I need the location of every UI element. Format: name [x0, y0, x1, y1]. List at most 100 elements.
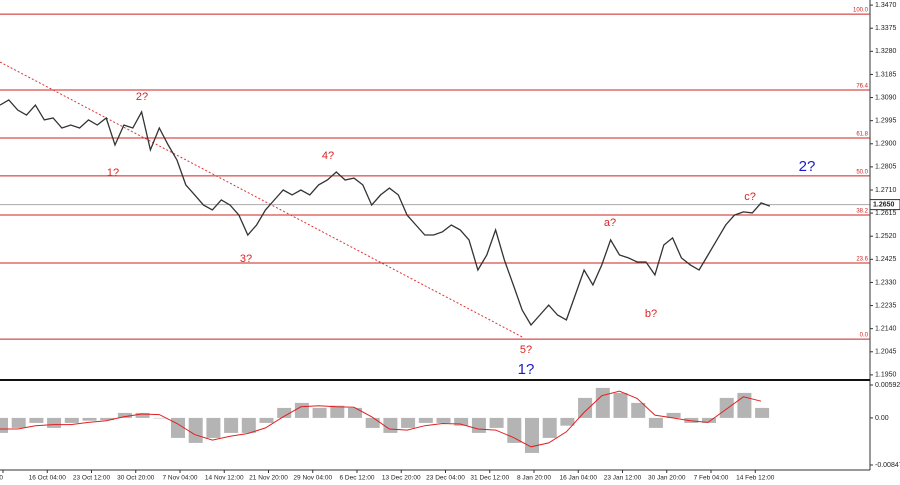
x-tick-label: 6 Dec 12:00 — [339, 475, 374, 482]
fib-label: 0.0 — [860, 333, 869, 339]
wave-label: c? — [744, 191, 756, 203]
osc-tick-label: 0.00592 — [875, 382, 900, 389]
x-tick-label: 23 Jan 12:00 — [604, 475, 642, 482]
x-tick-label: 16 Jan 04:00 — [559, 475, 597, 482]
y-tick-label: 1.3090 — [875, 94, 897, 101]
x-tick-label: 23 Oct 12:00 — [73, 475, 111, 482]
y-tick-label: 1.2995 — [875, 118, 897, 125]
y-tick-label: 1.2425 — [875, 256, 897, 263]
fib-label: 23.6 — [856, 257, 868, 263]
histogram-bar — [82, 417, 97, 421]
histogram-bar — [507, 417, 522, 443]
last-price-label: 1.2650 — [873, 201, 895, 208]
histogram-bar — [64, 417, 79, 423]
histogram-bar — [29, 417, 44, 423]
histogram-bar — [648, 417, 663, 428]
histogram-bar — [241, 417, 256, 433]
x-tick-label: 29 Nov 04:00 — [293, 475, 332, 482]
y-tick-label: 1.3375 — [875, 25, 897, 32]
y-tick-label: 1.2805 — [875, 164, 897, 171]
wave-label: 1? — [107, 167, 119, 179]
histogram-bar — [47, 417, 62, 428]
y-tick-label: 1.1950 — [875, 372, 897, 379]
histogram-bar — [117, 412, 132, 418]
fib-label: 61.8 — [856, 132, 868, 138]
histogram-bar — [135, 412, 150, 418]
histogram-bar — [348, 407, 362, 418]
y-tick-label: 1.2615 — [875, 210, 897, 217]
histogram-bar — [471, 417, 486, 433]
fib-label: 38.2 — [856, 209, 868, 215]
histogram-bar — [171, 417, 185, 438]
x-tick-label: 30 Oct 20:00 — [117, 475, 155, 482]
histogram-bar — [277, 407, 292, 418]
histogram-bar — [100, 417, 115, 421]
histogram-bar — [259, 417, 274, 423]
histogram-bar — [383, 417, 398, 433]
histogram-bar — [294, 402, 309, 418]
histogram-bar — [454, 417, 469, 426]
y-tick-label: 1.2235 — [875, 302, 897, 309]
histogram-bar — [418, 417, 433, 423]
histogram-bar — [719, 397, 734, 418]
histogram-bar — [312, 407, 327, 418]
x-tick-label: 7 Nov 04:00 — [162, 475, 197, 482]
wave-label: 2? — [799, 158, 816, 175]
x-tick-label: 23 Dec 04:00 — [426, 475, 465, 482]
x-tick-label: 00 — [0, 475, 3, 482]
x-tick-label: 30 Jan 20:00 — [648, 475, 686, 482]
histogram-bar — [631, 402, 646, 418]
x-tick-label: 16 Oct 04:00 — [29, 475, 67, 482]
x-tick-label: 21 Nov 20:00 — [249, 475, 288, 482]
y-tick-label: 1.3470 — [875, 2, 897, 9]
y-tick-label: 1.2900 — [875, 141, 897, 148]
y-tick-label: 1.2710 — [875, 187, 897, 194]
y-tick-label: 1.2045 — [875, 349, 897, 356]
y-tick-label: 1.2330 — [875, 279, 897, 286]
histogram-bar — [560, 417, 575, 426]
y-tick-label: 1.3185 — [875, 71, 897, 78]
x-tick-label: 8 Jan 20:00 — [517, 475, 551, 482]
fib-label: 50.0 — [856, 169, 868, 175]
histogram-bar — [595, 387, 610, 418]
histogram-bar — [666, 412, 681, 418]
signal-line — [0, 390, 762, 448]
histogram-bar — [702, 417, 716, 423]
histogram-bar — [224, 417, 239, 433]
histogram-bar — [613, 392, 628, 418]
wave-label: a? — [604, 217, 616, 229]
last-price-box — [869, 199, 900, 211]
price-line — [0, 99, 771, 327]
histogram-bar — [188, 417, 203, 443]
fib-label: 100.0 — [853, 8, 869, 14]
histogram-bar — [330, 405, 345, 418]
histogram-bar — [206, 417, 221, 438]
histogram-bar — [525, 417, 539, 453]
x-tick-label: 13 Dec 20:00 — [382, 475, 421, 482]
histogram-bar — [489, 417, 504, 428]
x-tick-label: 14 Feb 12:00 — [736, 475, 775, 482]
wave-label: b? — [645, 308, 657, 320]
histogram-bar — [365, 417, 380, 428]
x-tick-label: 14 Nov 12:00 — [205, 475, 244, 482]
histogram-bar — [436, 417, 451, 423]
histogram-bar — [755, 407, 770, 418]
y-tick-label: 1.2140 — [875, 326, 897, 333]
osc-tick-label: 0.00 — [875, 415, 889, 422]
histogram-bar — [0, 417, 8, 433]
wave-label: 5? — [520, 344, 532, 356]
y-tick-label: 1.3280 — [875, 48, 897, 55]
wave-label: 4? — [322, 150, 334, 162]
y-tick-label: 1.2520 — [875, 233, 897, 240]
x-tick-label: 31 Dec 12:00 — [470, 475, 509, 482]
histogram-bar — [542, 417, 557, 438]
wave-label: 1? — [518, 361, 535, 378]
x-tick-label: 7 Feb 04:00 — [694, 475, 729, 482]
histogram-bar — [11, 417, 26, 428]
histogram-bar — [578, 397, 593, 418]
osc-tick-label: -0.00847 — [875, 462, 900, 469]
wave-label: 2? — [136, 91, 148, 103]
histogram-bar — [153, 417, 168, 419]
histogram-bar — [401, 417, 416, 428]
